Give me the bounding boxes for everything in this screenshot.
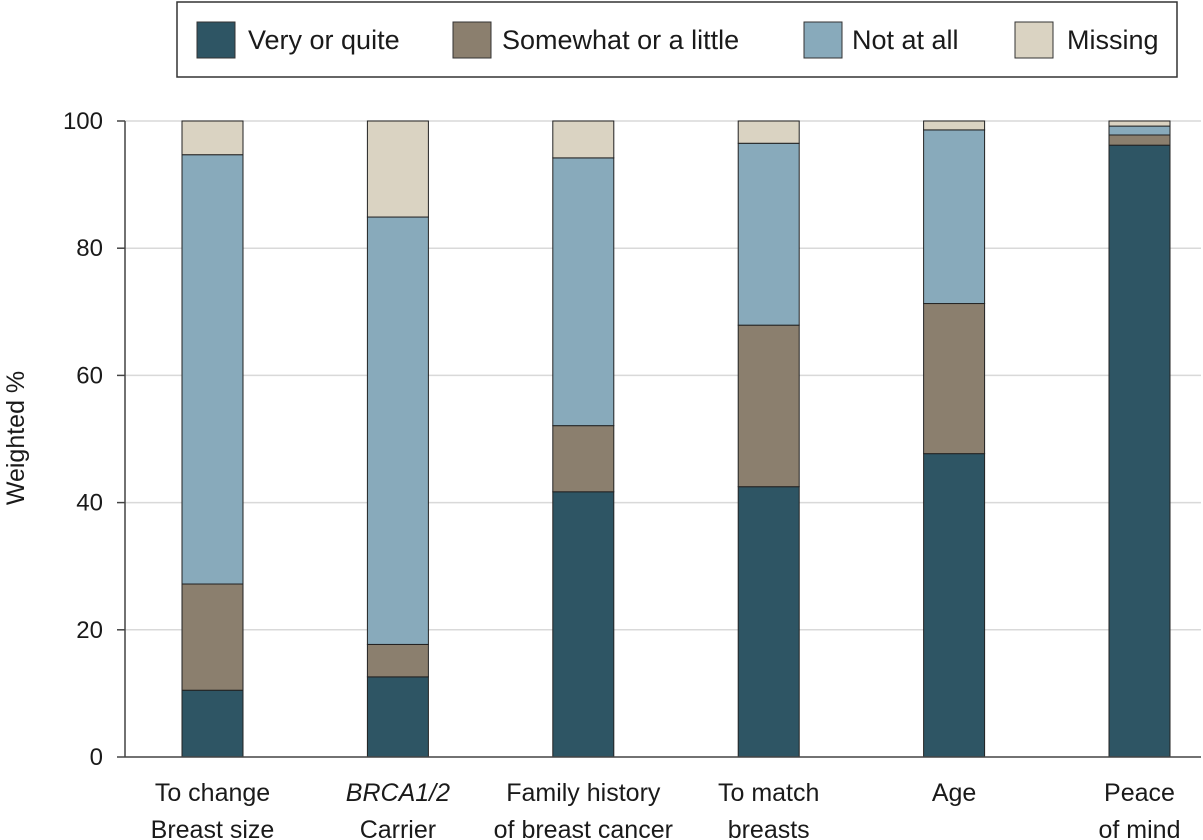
bar-segment-cat4-series1 (737, 486, 800, 758)
bar-segment-cat6-series2 (1108, 134, 1171, 146)
legend-label-3: Not at all (852, 25, 959, 55)
x-category-label-1-line2: Breast size (151, 816, 275, 840)
bars (181, 120, 1171, 758)
legend-swatch-1 (196, 21, 236, 59)
bar-segment-cat2-series4 (366, 120, 429, 218)
x-category-label-2-line2: Carrier (360, 816, 436, 840)
legend-label-1: Very or quite (248, 25, 400, 55)
bar-segment-cat3-series1 (552, 491, 615, 758)
bar-segment-cat5-series4 (923, 120, 986, 131)
bar-segment-cat3-series3 (552, 157, 615, 427)
y-tick-label-80: 80 (76, 235, 103, 262)
bar-segment-cat2-series3 (366, 216, 429, 645)
bar-segment-cat6-series4 (1108, 120, 1171, 127)
y-tick-label-100: 100 (63, 108, 103, 135)
bar-segment-cat2-series2 (366, 643, 429, 678)
gridlines (125, 120, 1201, 631)
legend-swatch-4 (1014, 21, 1054, 59)
bar-segment-cat1-series2 (181, 583, 244, 691)
bar-segment-cat4-series3 (737, 142, 800, 326)
x-category-label-3-line2: of breast cancer (494, 816, 673, 840)
legend-box (176, 1, 1178, 78)
y-tick-label-20: 20 (76, 617, 103, 644)
y-tick-label-0: 0 (90, 744, 103, 771)
x-category-label-5-line1: Age (932, 779, 976, 807)
legend-swatch-3 (803, 21, 843, 59)
bar-segment-cat1-series4 (181, 120, 244, 156)
legend-label-2: Somewhat or a little (502, 25, 739, 55)
y-tick-label-40: 40 (76, 490, 103, 517)
x-category-labels: To change Breast size BRCA1/2 Carrier Family… (151, 779, 1181, 840)
bar-segment-cat5-series2 (923, 303, 986, 455)
legend-label-4: Missing (1067, 25, 1159, 55)
x-category-label-2-line1: BRCA1/2 (346, 779, 450, 807)
legend-swatch-2 (452, 21, 492, 59)
bar-segment-cat3-series4 (552, 120, 615, 159)
bar-segment-cat4-series4 (737, 120, 800, 144)
axes (124, 121, 1201, 758)
x-category-label-6-line1: Peace (1104, 779, 1175, 807)
bar-segment-cat4-series2 (737, 324, 800, 488)
bar-segment-cat5-series3 (923, 129, 986, 305)
bar-segment-cat6-series3 (1108, 125, 1171, 136)
bar-segment-cat1-series1 (181, 689, 244, 758)
bar-segment-cat6-series1 (1108, 144, 1171, 758)
legend: Very or quite Somewhat or a little Not at … (176, 1, 1178, 78)
x-category-label-3-line1: Family history (506, 779, 661, 807)
y-axis-label: Weighted % (2, 371, 30, 505)
y-tick-labels: 0 20 40 60 80 100 (63, 108, 125, 771)
x-category-label-4-line1: To match (718, 779, 819, 807)
bar-segment-cat3-series2 (552, 425, 615, 493)
x-category-label-6-line2: of mind (1099, 816, 1181, 840)
x-category-label-1-line1: To change (155, 779, 270, 807)
bar-segment-cat2-series1 (366, 676, 429, 758)
bar-segment-cat5-series1 (923, 453, 986, 758)
y-tick-label-60: 60 (76, 362, 103, 389)
bar-segment-cat1-series3 (181, 154, 244, 585)
x-category-label-4-line2: breasts (728, 816, 810, 840)
